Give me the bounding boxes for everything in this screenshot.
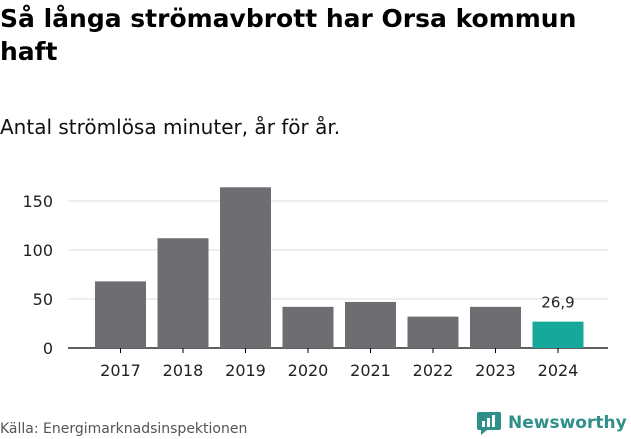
bar-2023 — [470, 306, 521, 348]
bar-2024 — [532, 321, 584, 348]
brand-logo: Newsworthy — [476, 408, 627, 438]
x-tick-label: 2024 — [538, 361, 579, 380]
x-tick-label: 2020 — [288, 361, 329, 380]
gridlines — [68, 200, 608, 353]
bar-2022 — [407, 316, 459, 348]
y-tick-label: 0 — [43, 339, 53, 358]
x-tick-label: 2023 — [475, 361, 516, 380]
labels: 0 50 100 150 2017 2018 2019 2020 2021 2022 2023 202… — [22, 192, 578, 380]
x-tick-label: 2017 — [100, 361, 141, 380]
x-tick-label: 2022 — [413, 361, 454, 380]
y-tick-label: 50 — [33, 290, 53, 309]
bar-2021 — [345, 301, 396, 348]
chart-subtitle: Antal strömlösa minuter, år för år. — [0, 115, 341, 139]
x-tick-label: 2021 — [350, 361, 391, 380]
bar-chart: 0 50 100 150 2017 2018 2019 2020 2021 2022 2023 202… — [22, 187, 608, 380]
y-tick-label: 100 — [22, 241, 53, 260]
data-label-2024: 26,9 — [541, 294, 574, 312]
bar-2019 — [220, 187, 271, 348]
brand-name: Newsworthy — [508, 413, 627, 433]
bar-2020 — [282, 306, 334, 348]
x-tick-label: 2018 — [163, 361, 204, 380]
source-note: Källa: Energimarknadsinspektionen — [0, 421, 248, 437]
x-tick-label: 2019 — [225, 361, 266, 380]
chart-title: Så långa strömavbrott har Orsa kommun ha… — [0, 4, 577, 66]
y-tick-label: 150 — [22, 192, 53, 211]
bars — [95, 187, 584, 348]
newsworthy-logo-icon — [477, 412, 501, 435]
bar-2017 — [95, 281, 146, 348]
bar-2018 — [157, 238, 209, 348]
